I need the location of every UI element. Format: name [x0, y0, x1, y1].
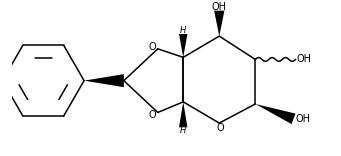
Polygon shape: [179, 34, 188, 57]
Text: OH: OH: [295, 114, 310, 124]
Polygon shape: [214, 11, 224, 36]
Text: O: O: [149, 41, 157, 51]
Polygon shape: [84, 74, 124, 87]
Text: O: O: [217, 123, 224, 133]
Polygon shape: [255, 104, 296, 124]
Text: OH: OH: [212, 2, 227, 12]
Polygon shape: [179, 102, 188, 127]
Text: H: H: [180, 126, 186, 135]
Text: H: H: [180, 26, 186, 35]
Text: O: O: [149, 110, 157, 120]
Text: OH: OH: [297, 54, 312, 64]
